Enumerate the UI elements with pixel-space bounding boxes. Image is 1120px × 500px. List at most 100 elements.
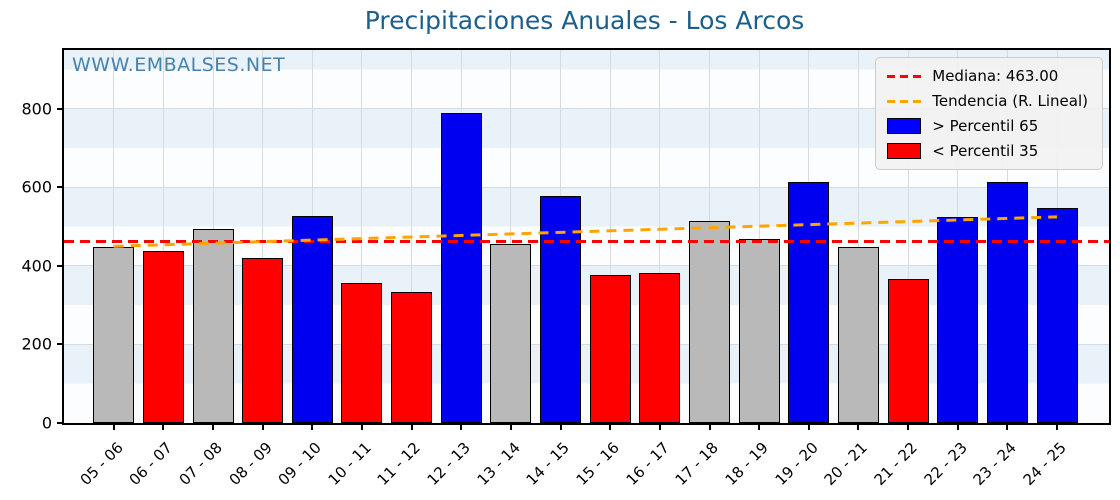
x-tick-mark: [509, 423, 512, 430]
bar: [291, 216, 333, 423]
legend-item: < Percentil 35: [887, 142, 1088, 160]
x-tick-label: 15 - 16: [572, 438, 623, 489]
x-tick-label: 23 - 24: [969, 438, 1021, 489]
x-tick-mark: [410, 423, 413, 430]
x-tick-label: 05 - 06: [76, 438, 127, 489]
median-line: [64, 239, 1109, 243]
gridline-vertical: [758, 50, 760, 423]
x-tick-mark: [1056, 423, 1059, 430]
x-tick-label: 10 - 11: [324, 438, 375, 489]
gridline-horizontal: [64, 108, 1109, 110]
x-tick-mark: [1006, 423, 1009, 430]
bar: [837, 247, 879, 423]
bar: [589, 275, 631, 423]
gridline-vertical: [907, 50, 909, 423]
y-tick-label: 200: [21, 334, 52, 354]
watermark: WWW.EMBALSES.NET: [72, 54, 286, 76]
y-tick-mark: [57, 422, 64, 424]
x-tick-mark: [162, 423, 165, 430]
gridline-horizontal: [64, 343, 1109, 345]
legend-dashed-line-swatch: [887, 99, 922, 103]
legend-patch-swatch: [887, 143, 922, 159]
y-tick-mark: [57, 107, 64, 110]
bar: [738, 239, 780, 423]
y-tick-mark: [57, 264, 64, 267]
gridline-horizontal: [64, 186, 1109, 188]
legend-label: Mediana: 463.00: [932, 67, 1059, 85]
x-tick-label: 18 - 19: [721, 438, 772, 489]
x-tick-label: 08 - 09: [225, 438, 276, 489]
x-tick-label: 24 - 25: [1019, 438, 1070, 489]
bar: [391, 292, 433, 423]
x-tick-label: 17 - 18: [671, 438, 723, 489]
x-tick-label: 11 - 12: [374, 438, 425, 489]
x-tick-label: 16 - 17: [622, 438, 673, 489]
x-tick-label: 13 - 14: [473, 438, 524, 489]
bar: [986, 182, 1028, 423]
x-tick-mark: [807, 423, 810, 430]
gridline-vertical: [857, 50, 859, 423]
gridline-vertical: [659, 50, 661, 423]
y-tick-mark: [57, 343, 64, 346]
gridline-vertical: [609, 50, 611, 423]
x-tick-mark: [907, 423, 910, 430]
legend: Mediana: 463.00 Tendencia (R. Lineal) > Pe…: [875, 57, 1103, 170]
gridline-vertical: [162, 50, 164, 423]
x-tick-mark: [212, 423, 214, 430]
x-tick-label: 22 - 23: [920, 438, 971, 489]
x-tick-mark: [956, 423, 959, 430]
gridline-horizontal: [64, 265, 1109, 267]
bar: [142, 251, 184, 423]
bar: [93, 247, 135, 423]
bar: [490, 244, 532, 423]
chart-title: Precipitaciones Anuales - Los Arcos: [364, 6, 805, 35]
x-tick-mark: [311, 423, 314, 430]
bar: [440, 113, 482, 423]
x-tick-label: 12 - 13: [423, 438, 474, 489]
y-tick-label: 800: [21, 99, 52, 119]
x-tick-label: 19 - 20: [771, 438, 822, 489]
y-tick-mark: [57, 186, 64, 189]
legend-dashed-line-swatch: [887, 74, 922, 78]
x-tick-mark: [261, 423, 264, 430]
gridline-vertical: [113, 50, 115, 423]
x-tick-label: 06 - 07: [125, 438, 177, 489]
legend-label: < Percentil 35: [932, 142, 1039, 160]
bar: [689, 221, 730, 423]
x-tick-mark: [609, 423, 612, 430]
legend-item: Mediana: 463.00: [887, 67, 1088, 85]
legend-label: > Percentil 65: [932, 117, 1039, 135]
x-tick-mark: [708, 423, 711, 430]
bar: [242, 258, 284, 423]
x-tick-label: 14 - 15: [522, 438, 574, 489]
legend-label: Tendencia (R. Lineal): [932, 92, 1088, 110]
bar: [937, 217, 979, 423]
legend-patch-swatch: [887, 118, 922, 134]
legend-item: > Percentil 65: [887, 117, 1088, 135]
y-tick-label: 400: [21, 256, 52, 276]
bar: [192, 229, 234, 423]
trend-line: [113, 215, 1058, 248]
y-tick-label: 0: [41, 413, 52, 433]
x-tick-mark: [360, 423, 363, 430]
gridline-vertical: [361, 50, 363, 423]
x-tick-label: 09 - 10: [274, 438, 326, 489]
x-tick-label: 07 - 08: [175, 438, 226, 489]
x-tick-label: 21 - 22: [870, 438, 921, 489]
legend-item: Tendencia (R. Lineal): [887, 92, 1088, 110]
plot-area: WWW.EMBALSES.NET 0 200 400 600 800 05 - 06 06 …: [21, 48, 1111, 489]
y-tick-label: 600: [21, 177, 52, 197]
x-tick-mark: [559, 423, 562, 430]
bar: [1036, 208, 1078, 423]
x-tick-label: 20 - 21: [820, 438, 872, 489]
x-tick-mark: [857, 423, 860, 430]
x-tick-mark: [460, 423, 463, 430]
x-tick-mark: [658, 423, 661, 430]
bar: [887, 279, 929, 423]
x-tick-mark: [112, 423, 115, 430]
gridline-vertical: [262, 50, 264, 423]
gridline-vertical: [510, 50, 512, 423]
x-tick-mark: [758, 423, 761, 430]
bar: [341, 283, 383, 423]
